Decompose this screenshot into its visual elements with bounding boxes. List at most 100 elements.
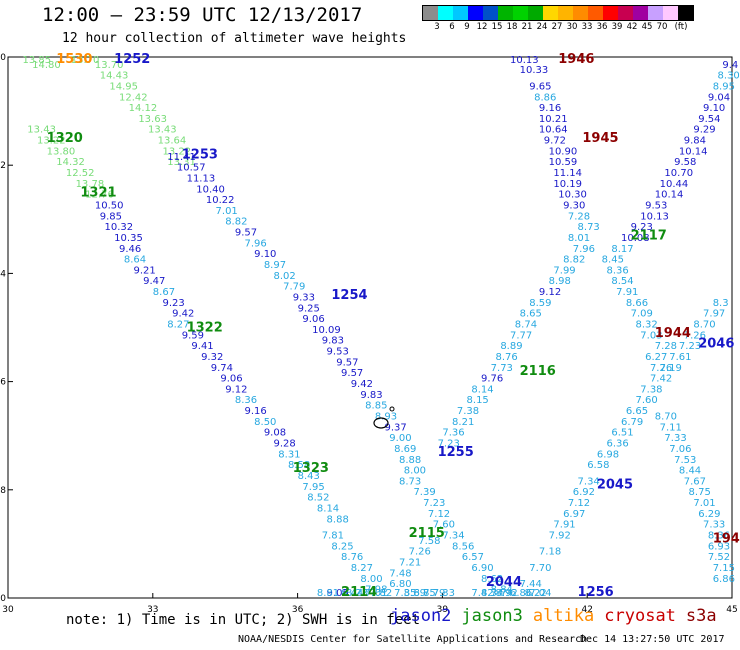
wave-height-value: 7.19 [660,363,682,374]
wave-height-value: 7.28 [655,341,677,352]
x-tick-label: 39 [437,605,449,615]
wave-height-value: 9.06 [302,314,324,325]
wave-height-value: 8.34 [481,588,503,599]
colorbar-label: 45 [641,22,653,32]
colorbar-swatch [423,6,438,20]
wave-height-value: 8.88 [399,455,421,466]
wave-height-value: 7.60 [433,520,455,531]
colorbar-label: (ft) [674,22,688,32]
wave-height-value: 10.35 [114,233,143,244]
wave-height-value: 7.60 [635,395,657,406]
wave-height-value: 9.00 [389,433,411,444]
wave-height-value: 8.85 [365,401,387,412]
wave-height-value: 14.43 [100,71,129,82]
colorbar-swatch [588,6,603,20]
wave-height-value: 9.12 [539,287,561,298]
wave-height-value: 9.54 [698,114,720,125]
wave-height-value: 11.13 [187,173,216,184]
wave-height-value: 8.70 [693,320,715,331]
wave-height-value: 8.66 [626,298,648,309]
pass-label: 1945 [582,131,618,146]
wave-height-value: 8.97 [264,260,286,271]
wave-height-value: 8.70 [655,411,677,422]
wave-height-value: 8.93 [375,411,397,422]
wave-height-value: 6.93 [708,541,730,552]
wave-height-value: 7.12 [428,509,450,520]
wave-height-value: 9.05 [327,588,349,599]
wave-height-value: 9.53 [327,347,349,358]
generation-timestamp: Dec 14 13:27:50 UTC 2017 [580,634,725,645]
pass-label: 2046 [698,337,734,352]
wave-height-value: 8.65 [520,309,542,320]
wave-height-value: 7.73 [491,363,513,374]
wave-height-value: 9.08 [264,428,286,439]
wave-height-value: 9.10 [703,103,725,114]
wave-height-value: 6.36 [607,439,629,450]
wave-height-value: 8.73 [399,476,421,487]
wave-height-value: 9.46 [119,244,141,255]
colorbar-swatch [438,6,453,20]
wave-height-value: 7.33 [433,588,455,599]
wave-height-value: 7.09 [631,309,653,320]
wave-height-value: 13.22 [162,146,191,157]
colorbar-swatch [543,6,558,20]
wave-height-value: 9.37 [384,422,406,433]
wave-height-value: 7.34 [578,476,600,487]
y-tick-label: -46 [0,378,6,388]
wave-height-value: 8.32 [635,320,657,331]
colorbar-swatch [528,6,543,20]
wave-height-value: 13.80 [47,146,76,157]
colorbar-swatch [633,6,648,20]
wave-height-value: 12.76 [85,190,114,201]
wave-height-value: 14.95 [109,81,138,92]
wave-height-value: 7.79 [423,588,445,599]
wave-height-value: 7.82 [370,588,392,599]
wave-height-value: 8.81 [317,588,339,599]
wave-height-value: 10.22 [206,195,235,206]
wave-height-value: 8.62 [481,574,503,585]
wave-height-value: 6.57 [462,552,484,563]
wave-height-value: 10.09 [312,325,341,336]
wave-height-value: 8.14 [471,384,493,395]
wave-height-value: 9.57 [235,228,257,239]
colorbar-swatch [678,6,693,20]
colorbar-swatch [453,6,468,20]
wave-height-value: 7.91 [616,287,638,298]
chart-title: 12:00 – 23:59 UTC 12/13/2017 [42,4,363,26]
wave-height-value: 8.85 [413,588,435,599]
wave-height-value: 10.08 [621,233,650,244]
wave-height-value: 8.43 [298,471,320,482]
legend-entry: altika [532,606,595,626]
pass-label: 2115 [409,526,445,541]
wave-height-value: 11.41 [167,152,196,163]
wave-height-value: 6.92 [573,487,595,498]
wave-height-value: 9.28 [273,439,295,450]
wave-height-value: 8.36 [708,530,730,541]
pass-label: 2116 [520,364,556,379]
wave-height-value: 7.21 [399,558,421,569]
wave-height-value: 7.81 [322,530,344,541]
pass-label: 1253 [182,147,218,162]
wave-height-value: 7.26 [409,547,431,558]
wave-height-value: 6.79 [621,417,643,428]
colorbar-label: 18 [506,22,518,32]
wave-height-value: 13.43 [148,125,177,136]
wave-height-value: 6.97 [563,509,585,520]
wave-height-value: 8.02 [273,271,295,282]
pass-label: 1530 [56,52,92,67]
wave-height-value: 9.21 [133,265,155,276]
wave-height-value: 13.70 [71,55,100,66]
wave-height-value: 7.35 [394,588,416,599]
grid-ticks [7,56,733,599]
wave-height-value: 7.96 [245,238,267,249]
wave-height-value: 9.16 [245,406,267,417]
wave-height-value: 14.80 [32,60,61,71]
wave-height-value: 9.33 [293,292,315,303]
wave-height-value: 13.43 [27,125,56,136]
footnote: note: 1) Time is in UTC; 2) SWH is in fe… [66,612,421,628]
wave-height-value: 8.36 [607,265,629,276]
wave-height-value: 9.12 [225,384,247,395]
y-tick-label: -40 [0,53,6,63]
y-tick-label: -44 [0,269,6,279]
wave-height-value: 7.01 [365,588,387,599]
